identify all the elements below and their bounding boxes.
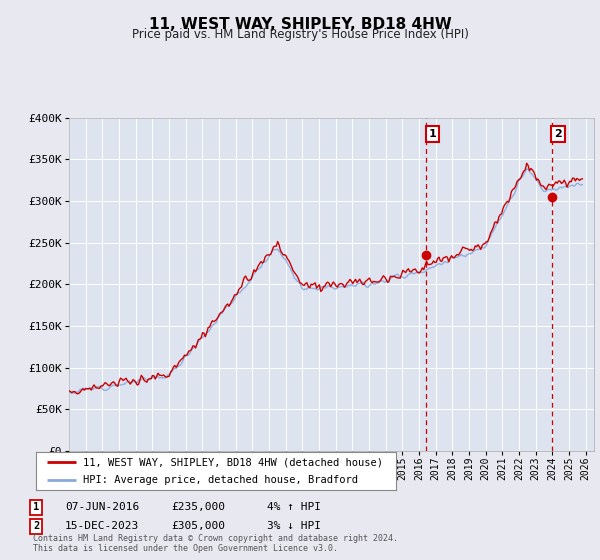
Text: 3% ↓ HPI: 3% ↓ HPI — [267, 521, 321, 531]
Text: Price paid vs. HM Land Registry's House Price Index (HPI): Price paid vs. HM Land Registry's House … — [131, 28, 469, 41]
Text: Contains HM Land Registry data © Crown copyright and database right 2024.
This d: Contains HM Land Registry data © Crown c… — [33, 534, 398, 553]
Text: £305,000: £305,000 — [171, 521, 225, 531]
Text: 4% ↑ HPI: 4% ↑ HPI — [267, 502, 321, 512]
Text: 15-DEC-2023: 15-DEC-2023 — [65, 521, 139, 531]
Text: £235,000: £235,000 — [171, 502, 225, 512]
Text: 07-JUN-2016: 07-JUN-2016 — [65, 502, 139, 512]
Text: HPI: Average price, detached house, Bradford: HPI: Average price, detached house, Brad… — [83, 475, 358, 486]
Text: 2: 2 — [554, 129, 562, 139]
Text: 11, WEST WAY, SHIPLEY, BD18 4HW (detached house): 11, WEST WAY, SHIPLEY, BD18 4HW (detache… — [83, 457, 383, 467]
Text: 1: 1 — [33, 502, 39, 512]
Text: 11, WEST WAY, SHIPLEY, BD18 4HW: 11, WEST WAY, SHIPLEY, BD18 4HW — [149, 17, 451, 32]
Text: 2: 2 — [33, 521, 39, 531]
Text: 1: 1 — [429, 129, 437, 139]
